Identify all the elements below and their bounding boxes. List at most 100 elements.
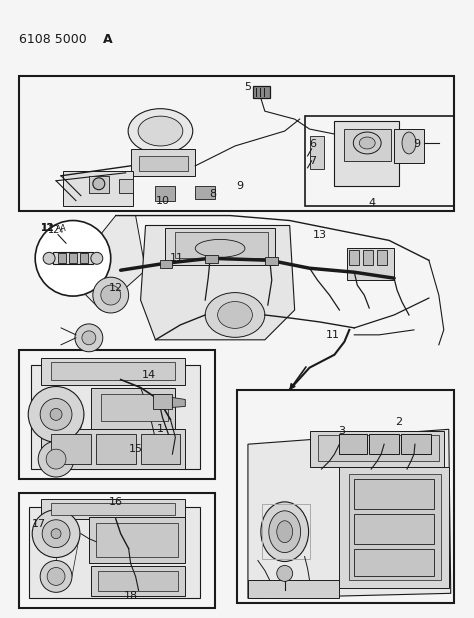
- Text: 12: 12: [41, 224, 55, 234]
- Bar: [41, 499, 185, 519]
- Ellipse shape: [261, 502, 309, 562]
- Bar: [354, 549, 434, 577]
- Bar: [51, 362, 175, 379]
- Ellipse shape: [128, 109, 193, 153]
- Circle shape: [91, 252, 103, 265]
- Circle shape: [93, 277, 128, 313]
- Text: 16: 16: [109, 497, 123, 507]
- Ellipse shape: [353, 132, 381, 154]
- Ellipse shape: [195, 239, 245, 257]
- Bar: [91, 387, 175, 430]
- Bar: [53, 252, 93, 265]
- Bar: [253, 87, 270, 98]
- Bar: [265, 257, 278, 265]
- Text: 12: 12: [41, 224, 55, 234]
- Circle shape: [28, 386, 84, 442]
- Bar: [339, 434, 367, 454]
- Text: 12: 12: [109, 283, 123, 293]
- Bar: [138, 156, 188, 171]
- Circle shape: [51, 529, 61, 539]
- Text: 14: 14: [141, 370, 155, 379]
- Bar: [41, 430, 185, 469]
- Bar: [310, 431, 444, 467]
- Bar: [19, 350, 215, 479]
- Text: A: A: [60, 224, 66, 233]
- Bar: [161, 260, 173, 268]
- Bar: [155, 186, 175, 201]
- Circle shape: [47, 567, 65, 585]
- Bar: [91, 567, 185, 596]
- Text: 15: 15: [128, 444, 143, 454]
- Bar: [154, 394, 173, 409]
- Text: 18: 18: [124, 591, 137, 601]
- Ellipse shape: [205, 292, 265, 337]
- Text: 13: 13: [312, 231, 327, 240]
- Text: 1: 1: [157, 425, 164, 434]
- Bar: [310, 136, 325, 169]
- Polygon shape: [248, 430, 451, 598]
- Text: 2: 2: [395, 417, 402, 427]
- Circle shape: [277, 565, 292, 582]
- Circle shape: [46, 449, 66, 469]
- Text: 5: 5: [245, 82, 251, 92]
- Bar: [339, 467, 449, 588]
- Ellipse shape: [269, 511, 301, 552]
- Bar: [96, 434, 136, 464]
- Bar: [89, 176, 109, 193]
- Ellipse shape: [359, 137, 375, 149]
- Circle shape: [50, 408, 62, 420]
- Text: 7: 7: [309, 156, 316, 166]
- Bar: [131, 149, 195, 176]
- Circle shape: [82, 331, 96, 345]
- Bar: [345, 129, 391, 161]
- Bar: [51, 503, 175, 515]
- Text: 9: 9: [237, 180, 244, 191]
- Bar: [89, 517, 185, 564]
- Polygon shape: [173, 397, 185, 407]
- Bar: [305, 116, 454, 206]
- Circle shape: [38, 441, 74, 477]
- Circle shape: [40, 561, 72, 592]
- Bar: [369, 434, 399, 454]
- Text: 17: 17: [32, 519, 46, 529]
- Bar: [98, 572, 178, 591]
- Bar: [354, 514, 434, 544]
- Circle shape: [43, 252, 55, 265]
- Bar: [262, 504, 310, 559]
- Text: 9: 9: [413, 139, 420, 149]
- Ellipse shape: [218, 302, 253, 328]
- Bar: [335, 121, 399, 186]
- Circle shape: [93, 178, 105, 190]
- Polygon shape: [86, 216, 146, 310]
- Bar: [29, 507, 200, 598]
- Bar: [96, 523, 178, 557]
- Bar: [195, 186, 215, 198]
- Bar: [19, 493, 215, 608]
- Bar: [41, 358, 185, 384]
- Ellipse shape: [138, 116, 183, 146]
- Bar: [363, 250, 373, 265]
- Text: 6108 5000: 6108 5000: [19, 33, 91, 46]
- Ellipse shape: [277, 521, 292, 543]
- Circle shape: [75, 324, 103, 352]
- Bar: [394, 129, 424, 163]
- Bar: [141, 434, 180, 464]
- Bar: [51, 434, 91, 464]
- Circle shape: [35, 221, 111, 296]
- Text: A: A: [55, 226, 60, 232]
- Text: 8: 8: [210, 188, 217, 198]
- Text: A: A: [103, 33, 112, 46]
- Bar: [31, 365, 200, 469]
- Text: 3: 3: [338, 426, 345, 436]
- Bar: [349, 474, 441, 580]
- Bar: [349, 250, 359, 265]
- Bar: [80, 253, 88, 263]
- Bar: [118, 179, 133, 193]
- Bar: [377, 250, 387, 265]
- Ellipse shape: [402, 132, 416, 154]
- Bar: [63, 171, 133, 206]
- Text: 12₄: 12₄: [48, 226, 64, 235]
- Bar: [347, 248, 394, 280]
- Text: 6: 6: [309, 139, 316, 149]
- Text: 11: 11: [326, 330, 339, 340]
